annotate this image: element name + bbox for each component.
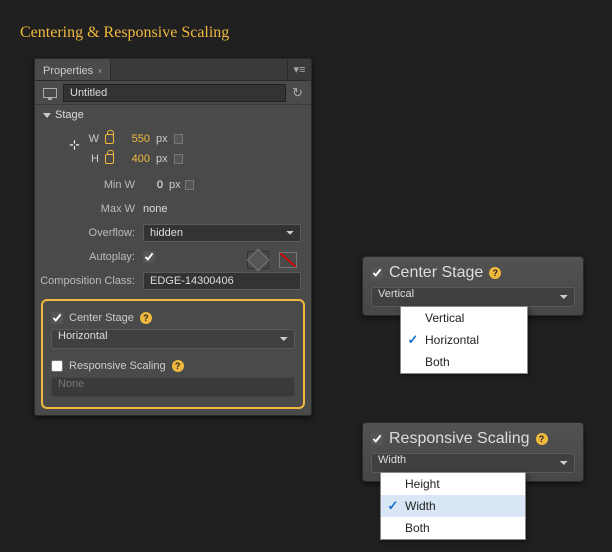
bg-color-swatch[interactable] <box>247 251 269 269</box>
center-stage-label: Center Stage <box>69 312 134 324</box>
check-icon: ✓ <box>381 498 405 514</box>
dropdown-option-both[interactable]: Both <box>381 517 525 539</box>
center-stage-dropdown: Vertical ✓Horizontal Both <box>400 306 528 374</box>
tab-bar: Properties × ▾≡ <box>35 59 311 81</box>
overflow-label: Overflow: <box>35 227 143 239</box>
reload-icon[interactable]: ↻ <box>292 85 303 101</box>
width-value[interactable]: 550 <box>122 133 150 145</box>
stage-section-header[interactable]: Stage <box>35 105 311 125</box>
check-icon: ✓ <box>401 332 425 348</box>
dropdown-option-horizontal[interactable]: ✓Horizontal <box>401 329 527 351</box>
stage-icon <box>43 88 57 98</box>
panel-menu-icon[interactable]: ▾≡ <box>287 59 311 80</box>
minw-value[interactable]: 0 <box>143 179 165 191</box>
width-unit: px <box>156 133 168 145</box>
responsive-scaling-checkbox[interactable] <box>51 360 63 372</box>
height-value[interactable]: 400 <box>122 153 150 165</box>
help-icon[interactable]: ? <box>536 433 548 445</box>
center-stage-select[interactable]: Horizontal <box>51 329 295 349</box>
dropdown-option-both[interactable]: Both <box>401 351 527 373</box>
link-wh-icon[interactable]: ⊹ <box>69 137 80 153</box>
help-icon[interactable]: ? <box>489 267 501 279</box>
width-label: W <box>85 133 99 145</box>
properties-panel: Properties × ▾≡ Untitled ↻ Stage W 550 p… <box>34 58 312 416</box>
maxw-label: Max W <box>35 203 143 215</box>
overflow-select[interactable]: hidden <box>143 224 301 242</box>
responsive-scaling-select: None <box>51 377 295 397</box>
minw-unit: px <box>169 179 181 191</box>
section-label: Stage <box>55 109 84 121</box>
center-stage-label: Center Stage <box>389 264 483 282</box>
responsive-scaling-dropdown: Height ✓Width Both <box>380 472 526 540</box>
height-unit: px <box>156 153 168 165</box>
center-stage-checkbox[interactable] <box>51 312 63 324</box>
responsive-scaling-checkbox[interactable] <box>371 433 383 445</box>
page-title: Centering & Responsive Scaling <box>20 24 229 42</box>
minw-label: Min W <box>35 179 143 191</box>
tab-properties[interactable]: Properties × <box>35 59 111 80</box>
compclass-label: Composition Class: <box>35 275 143 287</box>
height-toggle[interactable] <box>174 154 183 164</box>
doc-name-field[interactable]: Untitled <box>63 84 286 102</box>
height-label: H <box>85 153 99 165</box>
dropdown-option-width[interactable]: ✓Width <box>381 495 525 517</box>
help-icon[interactable]: ? <box>140 312 152 324</box>
center-stage-checkbox[interactable] <box>371 267 383 279</box>
help-icon[interactable]: ? <box>172 360 184 372</box>
responsive-scaling-select[interactable]: Width <box>371 453 575 473</box>
tab-label: Properties <box>43 65 93 77</box>
no-fill-swatch[interactable] <box>279 252 297 268</box>
disclosure-icon <box>43 113 51 118</box>
lock-icon[interactable] <box>105 134 114 144</box>
responsive-scaling-label: Responsive Scaling <box>389 430 530 448</box>
dropdown-option-height[interactable]: Height <box>381 473 525 495</box>
minw-toggle[interactable] <box>185 180 194 190</box>
responsive-scaling-label: Responsive Scaling <box>69 360 166 372</box>
lock-icon[interactable] <box>105 154 114 164</box>
compclass-input[interactable] <box>143 272 301 290</box>
close-icon[interactable]: × <box>97 66 102 76</box>
centering-options-group: Center Stage ? Horizontal Responsive Sca… <box>41 299 305 409</box>
center-stage-select[interactable]: Vertical <box>371 287 575 307</box>
dropdown-option-vertical[interactable]: Vertical <box>401 307 527 329</box>
autoplay-label: Autoplay: <box>35 251 143 263</box>
maxw-value[interactable]: none <box>143 203 167 215</box>
width-toggle[interactable] <box>174 134 183 144</box>
autoplay-checkbox[interactable] <box>143 251 155 263</box>
